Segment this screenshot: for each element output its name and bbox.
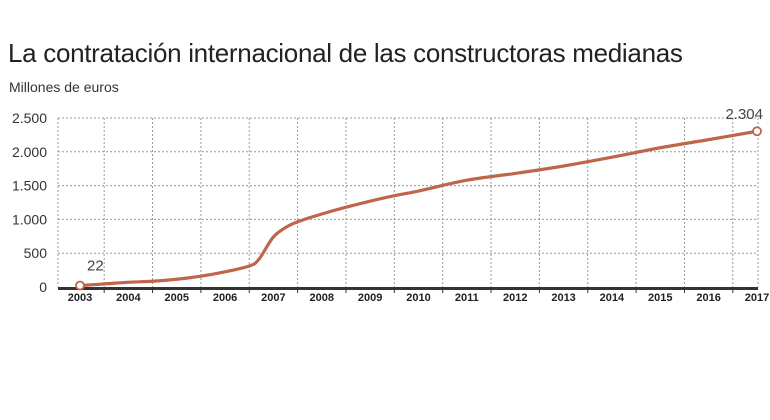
y-tick-label: 2.500 [12,110,47,126]
y-tick-label: 0 [39,279,47,295]
y-tick-label: 2.000 [12,144,47,160]
x-tick-label: 2013 [551,292,575,304]
x-tick-label: 2004 [116,292,141,304]
x-axis-line [58,287,758,290]
x-tick-label: 2008 [310,292,334,304]
x-tick-label: 2007 [261,292,285,304]
x-tick-label: 2014 [600,292,625,304]
x-tick-label: 2006 [213,292,237,304]
y-axis-unit-label: Millones de euros [9,79,119,95]
x-tick-label: 2016 [696,292,720,304]
x-tick-label: 2011 [455,292,479,304]
x-tick-label: 2015 [648,292,672,304]
y-tick-label: 1.000 [12,211,47,227]
y-tick-label: 500 [24,245,48,261]
series-line [78,129,759,288]
data-point-marker [752,126,762,137]
x-tick-label: 2017 [745,292,769,304]
chart-title: La contratación internacional de las con… [8,38,683,68]
x-tick-label: 2010 [406,292,430,304]
x-tick-label: 2009 [358,292,382,304]
y-tick-label: 1.500 [12,178,47,194]
data-point-marker [75,280,85,291]
data-label: 22 [87,258,104,275]
data-label: 2.304 [725,106,763,123]
x-tick-label: 2005 [164,292,188,304]
x-tick-label: 2003 [68,292,92,304]
x-tick-label: 2012 [503,292,527,304]
